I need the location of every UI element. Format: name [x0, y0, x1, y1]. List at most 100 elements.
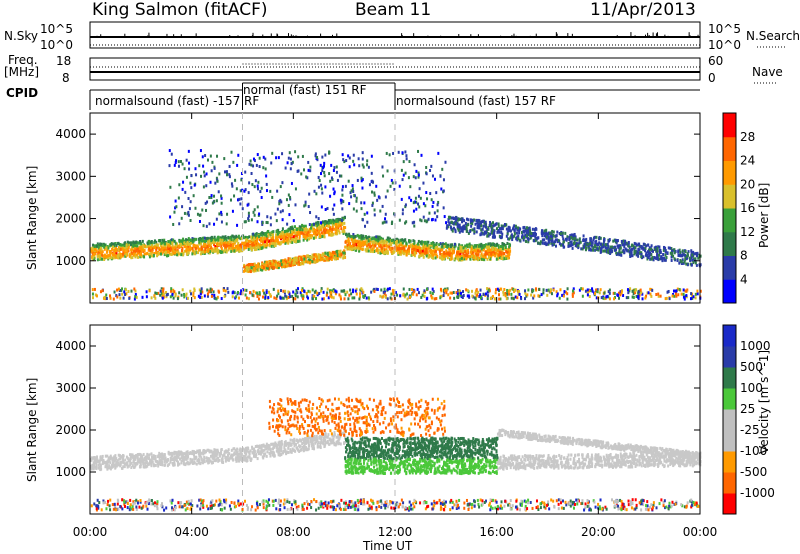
power-cell: [270, 261, 273, 265]
power-cell: [373, 249, 376, 253]
power-cell: [464, 250, 467, 254]
power-cell: [119, 296, 122, 300]
power-cell: [589, 239, 592, 243]
power-cell: [454, 228, 457, 232]
power-cell: [415, 293, 418, 297]
power-cell: [204, 201, 207, 205]
power-cell: [527, 229, 530, 233]
power-cell: [320, 289, 323, 293]
power-cell: [367, 235, 370, 239]
power-cell: [203, 170, 206, 174]
power-cell: [287, 203, 290, 207]
power-cell: [322, 223, 325, 227]
power-cell: [401, 208, 404, 212]
power-cell: [396, 245, 399, 249]
power-cell: [348, 202, 351, 206]
power-cell: [653, 247, 656, 251]
power-cell: [455, 291, 458, 295]
power-cell: [491, 246, 494, 250]
power-cell: [562, 240, 565, 244]
power-cell: [631, 254, 634, 258]
power-cell: [321, 253, 324, 257]
power-cell: [631, 295, 634, 299]
power-cell: [563, 245, 566, 249]
power-cell: [463, 219, 466, 223]
power-cell: [276, 207, 279, 211]
power-cell: [265, 182, 268, 186]
power-cell: [432, 246, 435, 250]
power-cell: [149, 252, 152, 256]
power-cell: [243, 189, 246, 193]
power-cell: [308, 261, 311, 265]
power-cell: [348, 232, 351, 236]
power-cell: [500, 230, 503, 234]
power-cell: [494, 291, 497, 295]
power-cell: [373, 208, 376, 212]
power-cell: [549, 234, 552, 238]
power-cell: [373, 213, 376, 217]
power-cell: [171, 241, 174, 245]
power-cell: [439, 242, 442, 246]
power-cell: [305, 230, 308, 234]
power-cell: [252, 232, 255, 236]
power-cell: [527, 238, 530, 242]
power-cell: [311, 253, 314, 257]
power-cell: [216, 236, 219, 240]
power-cell: [342, 200, 345, 204]
power-cell: [522, 238, 525, 242]
power-cell: [481, 227, 484, 231]
power-cell: [344, 184, 347, 188]
power-cell: [294, 225, 297, 229]
power-cell: [402, 292, 405, 296]
power-cell: [230, 249, 233, 253]
power-cell: [256, 153, 259, 157]
power-cell: [314, 223, 317, 227]
power-cell: [367, 249, 370, 253]
power-cell: [113, 248, 116, 252]
power-cell: [456, 224, 459, 228]
power-cell: [539, 240, 542, 244]
power-cell: [541, 234, 544, 238]
power-cell: [100, 253, 103, 257]
power-cell: [550, 233, 553, 237]
power-cell: [527, 288, 530, 292]
power-cell: [236, 223, 239, 227]
power-cell: [279, 289, 282, 293]
power-cell: [320, 287, 323, 291]
power-cell: [303, 204, 306, 208]
power-cell: [435, 297, 438, 301]
power-cell: [344, 245, 347, 249]
power-cell: [460, 247, 463, 251]
power-cell: [332, 218, 335, 222]
power-cell: [648, 254, 651, 258]
power-cell: [272, 266, 275, 270]
power-cell: [521, 233, 524, 237]
power-cell: [625, 241, 628, 245]
power-cell: [119, 255, 122, 259]
power-cell: [459, 245, 462, 249]
power-cell: [528, 227, 531, 231]
power-cell: [123, 247, 126, 251]
power-cell: [632, 292, 635, 296]
power-cell: [294, 187, 297, 191]
power-cell: [412, 253, 415, 257]
power-cell: [333, 256, 336, 260]
power-cell: [275, 263, 278, 267]
power-cell: [675, 294, 678, 298]
power-cell: [304, 235, 307, 239]
power-cell: [442, 178, 445, 182]
power-cell: [200, 287, 203, 291]
nave-tick-top: 60: [708, 54, 724, 68]
power-cell: [156, 243, 159, 247]
power-cell: [463, 226, 466, 230]
power-cell: [338, 293, 341, 297]
power-cell: [419, 196, 422, 200]
power-cell: [311, 288, 314, 292]
power-cell: [478, 295, 481, 299]
power-cell: [501, 226, 504, 230]
power-cell: [93, 248, 96, 252]
power-cell: [476, 247, 479, 251]
power-cell: [228, 164, 231, 168]
power-cell: [306, 233, 309, 237]
power-cell: [684, 255, 687, 259]
